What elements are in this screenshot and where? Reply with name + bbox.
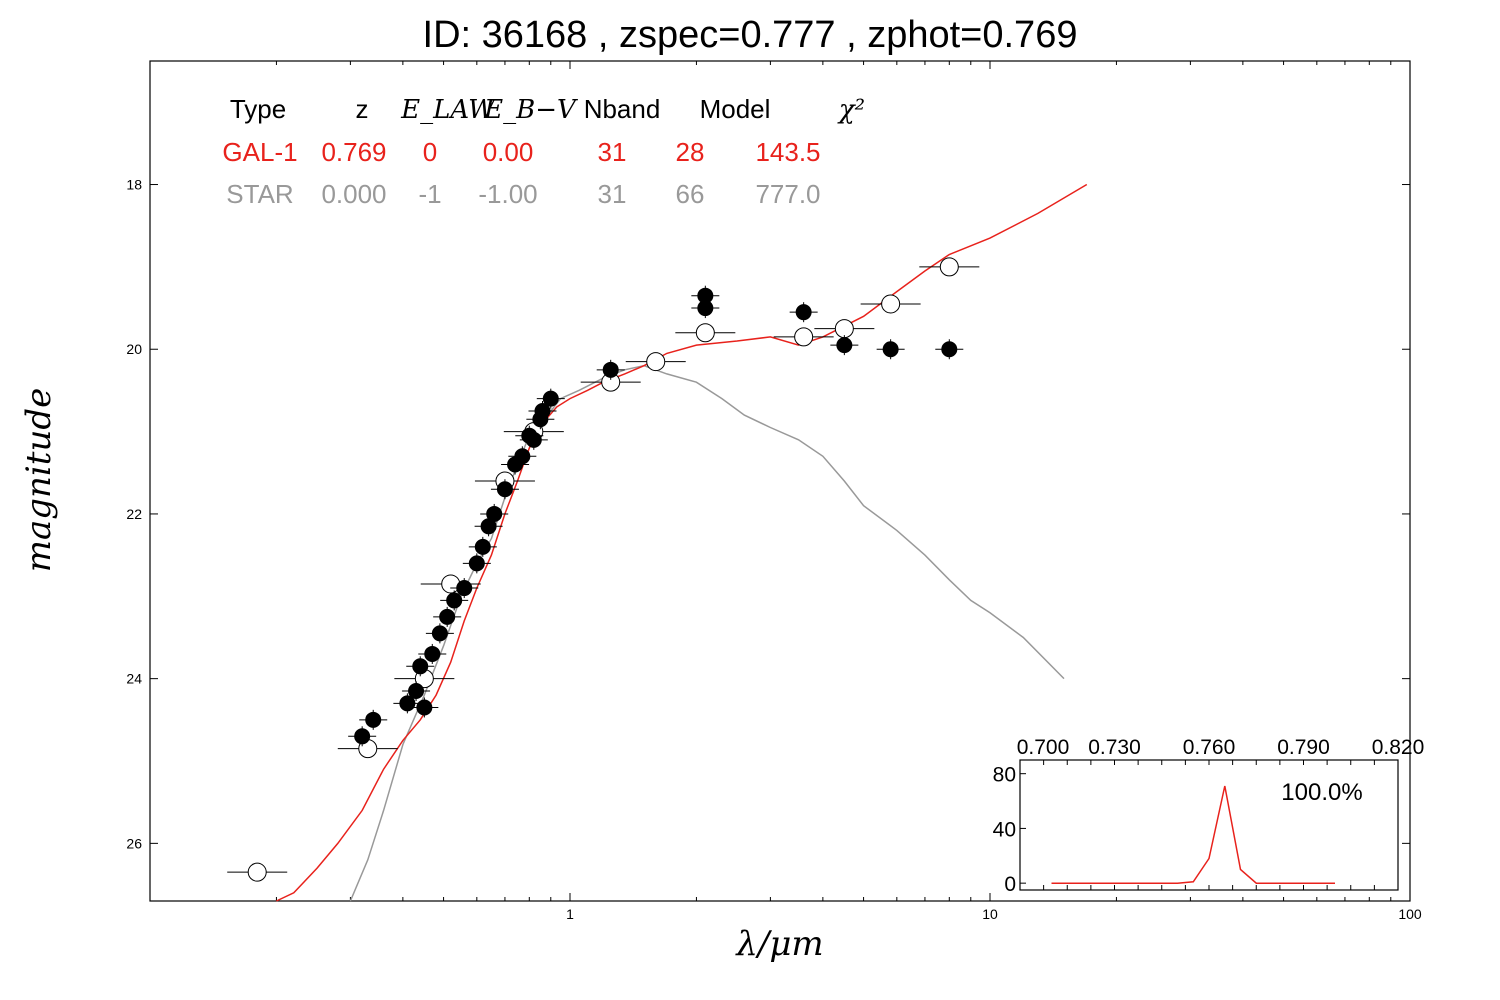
model-flux-point xyxy=(939,257,959,277)
observed-point xyxy=(354,728,371,745)
observed-point xyxy=(941,341,958,358)
model-flux-point xyxy=(834,319,854,339)
observed-point xyxy=(446,592,463,609)
inset-y-tick-label: 0 xyxy=(1004,873,1016,896)
x-tick-label: 1 xyxy=(566,906,574,922)
table-cell: 31 xyxy=(598,179,627,209)
table-header: z xyxy=(356,94,369,124)
observed-point xyxy=(365,711,382,728)
observed-point xyxy=(408,683,425,699)
inset-x-tick-label: 0.790 xyxy=(1277,736,1330,759)
observed-point xyxy=(534,403,551,419)
observed-point xyxy=(416,699,433,716)
observed-point xyxy=(697,300,714,317)
inset-x-tick-label: 0.820 xyxy=(1372,736,1425,759)
observed-point xyxy=(474,538,491,555)
observed-point xyxy=(525,431,542,448)
y-tick-label: 24 xyxy=(126,671,142,687)
model-flux-point xyxy=(646,352,666,372)
y-tick-label: 22 xyxy=(126,506,142,522)
plot-frame xyxy=(149,60,1411,902)
table-cell: 0.00 xyxy=(483,137,534,167)
table-header: E_B−V xyxy=(483,95,578,125)
observed-point xyxy=(412,658,429,675)
inset-pdf-line xyxy=(1051,785,1335,884)
table-cell: 0 xyxy=(423,137,437,167)
table-header: E_LAW xyxy=(400,95,497,125)
table-cell: STAR xyxy=(226,179,293,209)
table-header: Model xyxy=(700,94,771,124)
table-cell: -1 xyxy=(418,179,441,209)
observed-point xyxy=(439,608,456,625)
table-cell: 0.000 xyxy=(321,179,386,209)
observed-point xyxy=(424,645,441,662)
observed-point xyxy=(882,341,899,358)
observed-point xyxy=(486,505,503,522)
y-tick-label: 18 xyxy=(126,177,142,193)
y-tick-label: 26 xyxy=(126,835,142,851)
table-cell: 777.0 xyxy=(755,179,820,209)
model-flux-point xyxy=(794,327,814,347)
table-cell: 0.769 xyxy=(321,137,386,167)
chart-title: ID: 36168 , zspec=0.777 , zphot=0.769 xyxy=(422,14,1078,56)
y-tick-label: 20 xyxy=(126,341,142,357)
table-header: χ² xyxy=(837,95,865,125)
observed-point xyxy=(496,481,513,498)
inset-y-tick-label: 40 xyxy=(993,818,1016,841)
model-flux-point xyxy=(247,862,267,882)
x-axis-label: λ/μm xyxy=(734,924,823,964)
inset-frame xyxy=(1019,759,1399,891)
model-flux-point xyxy=(881,294,901,314)
inset-x-tick-label: 0.700 xyxy=(1017,736,1070,759)
observed-point xyxy=(431,625,448,642)
table-cell: 31 xyxy=(598,137,627,167)
table-cell: GAL-1 xyxy=(222,137,297,167)
observed-point xyxy=(602,361,619,378)
table-cell: 143.5 xyxy=(755,137,820,167)
observed-point xyxy=(836,337,853,354)
inset-x-tick-label: 0.730 xyxy=(1088,736,1141,759)
observed-point xyxy=(514,448,531,465)
observed-point xyxy=(456,580,473,597)
observed-point xyxy=(542,390,559,407)
observed-point xyxy=(468,555,485,572)
table-header: Type xyxy=(230,94,286,124)
table-cell: 28 xyxy=(676,137,705,167)
series-line-star xyxy=(349,364,1065,902)
inset-annotation: 100.0% xyxy=(1281,779,1362,806)
x-tick-label: 10 xyxy=(982,906,998,922)
observed-point xyxy=(795,304,812,321)
inset-y-tick-label: 80 xyxy=(993,764,1016,787)
table-cell: -1.00 xyxy=(478,179,537,209)
y-axis-label: magnitude xyxy=(19,388,59,573)
table-cell: 66 xyxy=(676,179,705,209)
model-flux-point xyxy=(695,323,715,343)
series-line-gal-1 xyxy=(276,183,1088,902)
x-tick-label: 100 xyxy=(1398,906,1422,922)
inset-x-tick-label: 0.760 xyxy=(1183,736,1236,759)
table-header: Nband xyxy=(584,94,661,124)
